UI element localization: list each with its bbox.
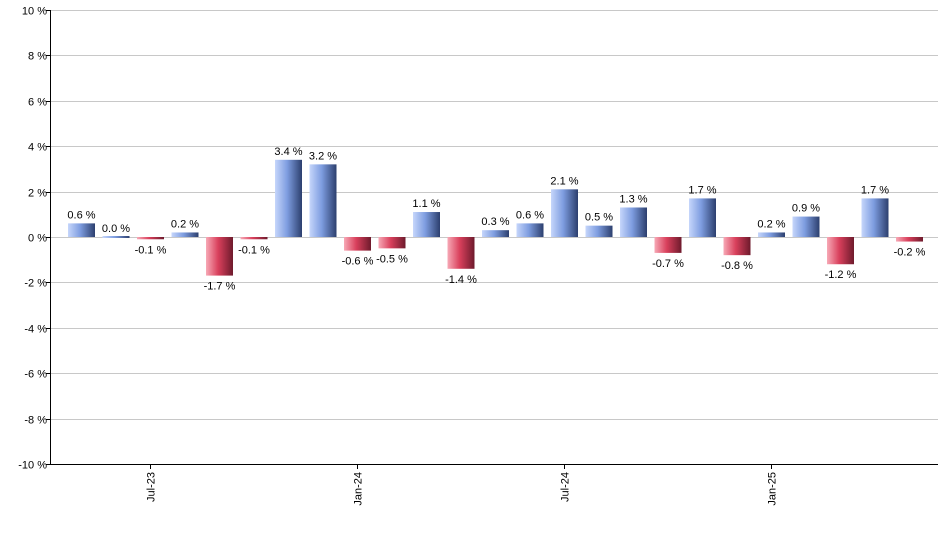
y-tick-label: -6 % [24, 369, 47, 381]
data-label: 0.0 % [102, 223, 130, 235]
y-tick-label: 0 % [28, 233, 47, 245]
bar [792, 216, 820, 237]
data-label: 0.6 % [516, 209, 544, 221]
data-label: -1.4 % [445, 274, 477, 286]
data-label: 0.5 % [585, 212, 613, 224]
y-tick-label: -8 % [24, 415, 47, 427]
bar [827, 237, 854, 265]
bar [413, 212, 440, 237]
data-label: 1.7 % [688, 184, 716, 196]
bar [758, 232, 785, 237]
bar [861, 198, 889, 237]
x-axis-ticks: Jul-23 Jan-24 Jul-24 Jan-25 [146, 464, 779, 506]
data-label: -0.6 % [342, 256, 374, 268]
x-tick-label: Jul-23 [146, 472, 158, 502]
data-label: -0.7 % [652, 258, 684, 270]
bar [309, 164, 337, 237]
gridlines [50, 10, 938, 465]
data-label: 3.2 % [309, 150, 337, 162]
bar [896, 237, 923, 242]
y-tick-label: 10 % [22, 6, 47, 18]
data-label: -1.7 % [204, 281, 236, 293]
data-label: 1.3 % [619, 193, 647, 205]
bar [516, 223, 544, 237]
bar [654, 237, 682, 253]
x-tick-label: Jan-24 [353, 472, 365, 506]
bar [482, 230, 509, 237]
bar [447, 237, 475, 269]
data-label: -0.5 % [376, 253, 408, 265]
bar [206, 237, 233, 276]
bar [585, 225, 613, 237]
y-tick-label: 2 % [28, 188, 47, 200]
y-tick-label: -2 % [24, 278, 47, 290]
bar [102, 236, 130, 238]
y-tick-label: 4 % [28, 142, 47, 154]
y-tick-label: 6 % [28, 97, 47, 109]
data-label: -0.1 % [238, 244, 270, 256]
y-tick-label: -10 % [18, 460, 47, 472]
bar [240, 237, 268, 240]
data-label: -0.1 % [135, 244, 167, 256]
y-tick-label: -4 % [24, 324, 47, 336]
bar [378, 237, 406, 249]
bar [137, 237, 164, 240]
bar [275, 159, 302, 237]
x-tick-label: Jan-25 [767, 472, 779, 506]
bar [723, 237, 751, 256]
data-label: -0.8 % [721, 260, 753, 272]
data-label: 3.4 % [274, 146, 302, 158]
bar [171, 232, 199, 237]
y-axis-ticks: -10 % -8 % -6 % -4 % -2 % 0 % 2 % 4 % 6 % 8 % 10 % [18, 6, 50, 472]
data-label: 0.6 % [67, 209, 95, 221]
bar [689, 198, 716, 237]
bar [620, 207, 647, 237]
data-label: 2.1 % [550, 175, 578, 187]
axes [50, 10, 938, 465]
data-label: 0.3 % [481, 216, 509, 228]
data-label: 0.9 % [792, 203, 820, 215]
bar [344, 237, 371, 251]
y-tick-label: 8 % [28, 51, 47, 63]
x-tick-label: Jul-24 [560, 472, 572, 502]
bar [551, 189, 578, 237]
data-label: 1.1 % [412, 198, 440, 210]
bars [68, 159, 923, 276]
data-labels: 0.6 % 0.0 % -0.1 % 0.2 % -1.7 % -0.1 % 3.4 % 3.… [67, 146, 925, 293]
data-label: -1.2 % [825, 269, 857, 281]
bar [68, 223, 95, 237]
data-label: 0.2 % [171, 218, 199, 230]
data-label: 0.2 % [757, 218, 785, 230]
data-label: 1.7 % [861, 184, 889, 196]
data-label: -0.2 % [894, 247, 926, 259]
